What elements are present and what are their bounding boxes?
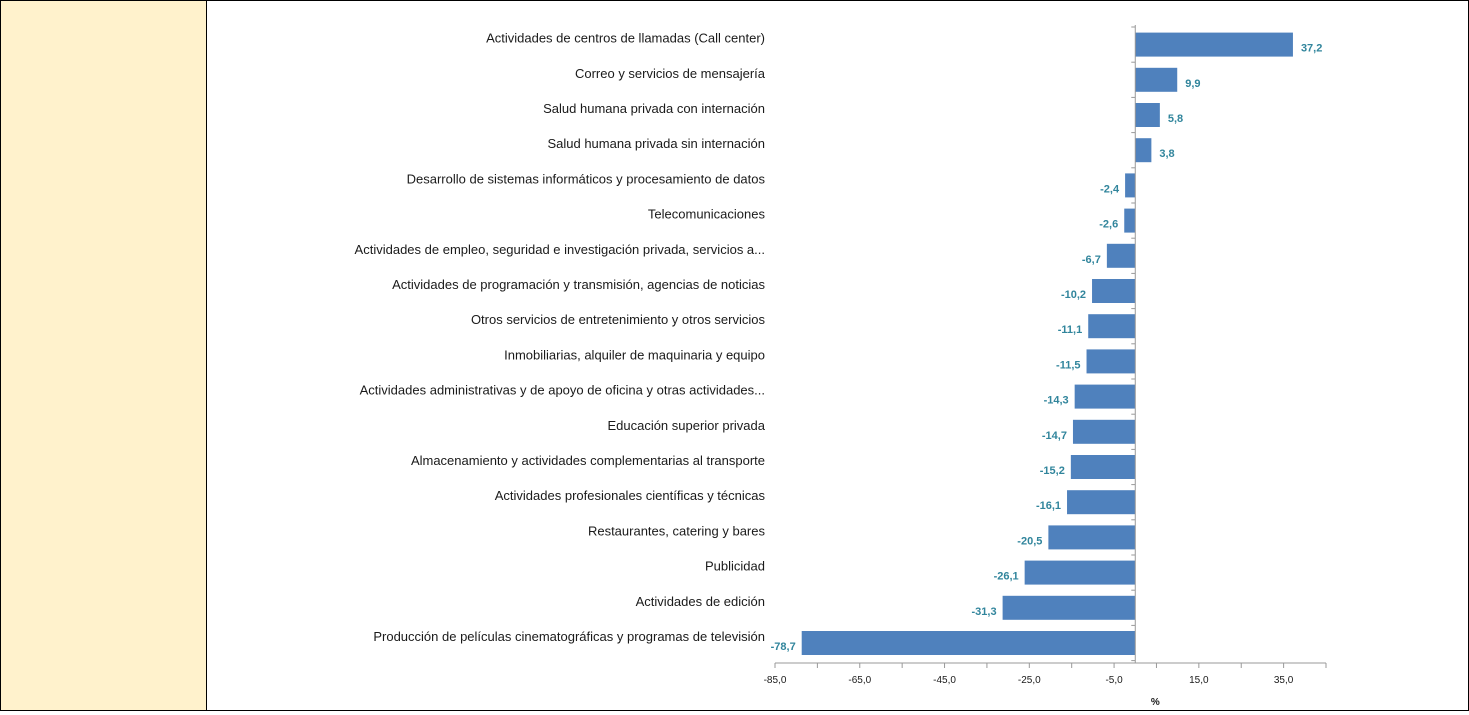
x-tick-label: -85,0 [764, 675, 787, 686]
x-tick-label: -45,0 [933, 675, 956, 686]
category-label: Telecomunicaciones [648, 207, 766, 222]
bar-15 [1048, 525, 1136, 550]
value-label: -10,2 [1061, 289, 1086, 301]
category-label: Producción de películas cinematográficas… [373, 629, 765, 644]
category-label: Almacenamiento y actividades complementa… [411, 453, 765, 468]
category-label: Salud humana privada con internación [543, 101, 765, 116]
bar-12 [1072, 419, 1136, 444]
category-label: Actividades de empleo, seguridad e inves… [355, 242, 765, 257]
value-label: -26,1 [994, 571, 1019, 583]
side-panel [1, 1, 207, 710]
bar-1 [1135, 32, 1293, 57]
bar-14 [1067, 490, 1136, 515]
x-tick-label: -25,0 [1018, 675, 1041, 686]
value-label: -16,1 [1036, 500, 1061, 512]
value-label: -20,5 [1017, 535, 1042, 547]
value-label: -2,6 [1099, 219, 1118, 231]
category-label: Publicidad [705, 559, 765, 574]
category-label: Educación superior privada [607, 418, 765, 433]
bar-9 [1088, 314, 1136, 339]
bar-11 [1074, 384, 1136, 409]
bar-4 [1135, 138, 1152, 163]
value-label: -15,2 [1040, 465, 1065, 477]
category-label: Otros servicios de entretenimiento y otr… [471, 312, 766, 327]
category-label: Salud humana privada sin internación [547, 136, 765, 151]
category-label: Actividades de centros de llamadas (Call… [486, 31, 765, 46]
value-label: -11,5 [1056, 359, 1080, 371]
value-label: -2,4 [1100, 183, 1120, 195]
x-tick-label: 35,0 [1274, 675, 1294, 686]
bar-chart: -85,0 -65,0 -45,0 -25,0 -5,0 15,0 35,0% Activi… [355, 25, 1327, 708]
bar-6 [1124, 208, 1136, 233]
bar-17 [1002, 595, 1136, 620]
bar-16 [1024, 560, 1136, 585]
category-label: Inmobiliarias, alquiler de maquinaria y … [504, 347, 765, 362]
category-label: Desarrollo de sistemas informáticos y pr… [407, 171, 766, 186]
bar-5 [1125, 173, 1136, 198]
labels-group: Actividades de centros de llamadas (Call… [355, 31, 1323, 653]
bar-2 [1135, 67, 1178, 92]
bar-3 [1135, 103, 1160, 127]
x-tick-label: -65,0 [848, 675, 871, 686]
category-label: Actividades profesionales científicas y … [495, 488, 766, 503]
value-label: 9,9 [1185, 78, 1200, 90]
category-label: Restaurantes, catering y bares [588, 523, 766, 538]
bar-13 [1070, 455, 1136, 479]
value-label: -11,1 [1058, 324, 1082, 336]
bar-7 [1106, 243, 1136, 268]
value-label: -78,7 [771, 641, 796, 653]
value-label: 37,2 [1301, 43, 1322, 55]
category-label: Actividades de edición [636, 594, 765, 609]
x-axis-title: % [1151, 697, 1160, 708]
value-label: 5,8 [1168, 113, 1183, 125]
value-label: -31,3 [972, 606, 997, 618]
bars-group [801, 32, 1293, 655]
category-label: Actividades administrativas y de apoyo d… [360, 383, 765, 398]
bar-10 [1086, 349, 1136, 374]
value-label: -14,7 [1042, 430, 1067, 442]
x-tick-label: -5,0 [1105, 675, 1123, 686]
x-tick-label: 15,0 [1189, 675, 1209, 686]
value-label: -14,3 [1044, 395, 1069, 407]
axes-group: -85,0 -65,0 -45,0 -25,0 -5,0 15,0 35,0% [764, 25, 1327, 708]
chart-area: -85,0 -65,0 -45,0 -25,0 -5,0 15,0 35,0% Activi… [207, 1, 1468, 710]
category-label: Correo y servicios de mensajería [575, 66, 766, 81]
value-label: 3,8 [1159, 148, 1174, 160]
bar-8 [1092, 279, 1136, 303]
category-label: Actividades de programación y transmisió… [392, 277, 765, 292]
bar-18 [801, 631, 1136, 655]
value-label: -6,7 [1082, 254, 1101, 266]
